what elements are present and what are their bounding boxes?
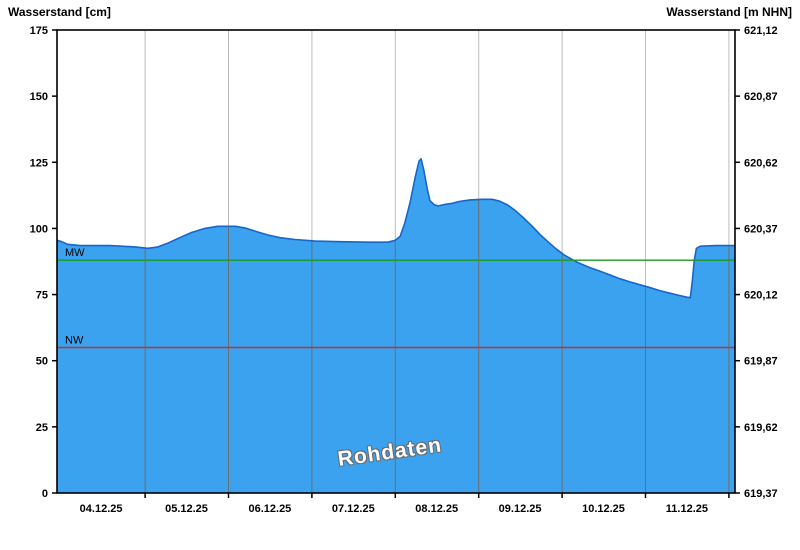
y-left-tick-label: 25 bbox=[36, 422, 48, 434]
y-left-tick-label: 175 bbox=[30, 25, 48, 37]
water-level-area bbox=[57, 158, 735, 494]
y-left-tick-label: 150 bbox=[30, 91, 48, 103]
reference-label-mw: MW bbox=[65, 247, 85, 259]
gridlines-on-area bbox=[144, 158, 730, 493]
x-date-label: 08.12.25 bbox=[415, 503, 458, 515]
x-date-label: 09.12.25 bbox=[499, 503, 542, 515]
y-right-tick-label: 620,37 bbox=[744, 223, 778, 235]
y-right-tick-label: 620,87 bbox=[744, 91, 778, 103]
y-right-tick-label: 619,37 bbox=[744, 488, 778, 500]
y-right-tick-label: 620,12 bbox=[744, 290, 778, 302]
y-left-tick-label: 125 bbox=[30, 157, 48, 169]
y-right-tick-label: 619,62 bbox=[744, 422, 778, 434]
x-date-label: 06.12.25 bbox=[248, 503, 291, 515]
x-date-label: 11.12.25 bbox=[666, 503, 708, 515]
right-axis-title: Wasserstand [m NHN] bbox=[666, 5, 792, 19]
y-right-tick-label: 620,62 bbox=[744, 157, 778, 169]
x-date-label: 04.12.25 bbox=[80, 503, 123, 515]
water-level-line bbox=[56, 158, 735, 299]
y-left-tick-label: 0 bbox=[42, 488, 48, 500]
y-right-tick-label: 621,12 bbox=[744, 25, 778, 37]
y-left-tick-label: 100 bbox=[30, 223, 48, 235]
y-left-tick-label: 50 bbox=[36, 356, 48, 368]
x-date-label: 07.12.25 bbox=[332, 503, 375, 515]
x-date-label: 10.12.25 bbox=[582, 503, 625, 515]
left-axis-title: Wasserstand [cm] bbox=[8, 5, 111, 19]
x-date-label: 05.12.25 bbox=[165, 503, 208, 515]
y-left-tick-label: 75 bbox=[36, 290, 48, 302]
y-right-tick-label: 619,87 bbox=[744, 356, 778, 368]
reference-label-nw: NW bbox=[65, 335, 84, 347]
